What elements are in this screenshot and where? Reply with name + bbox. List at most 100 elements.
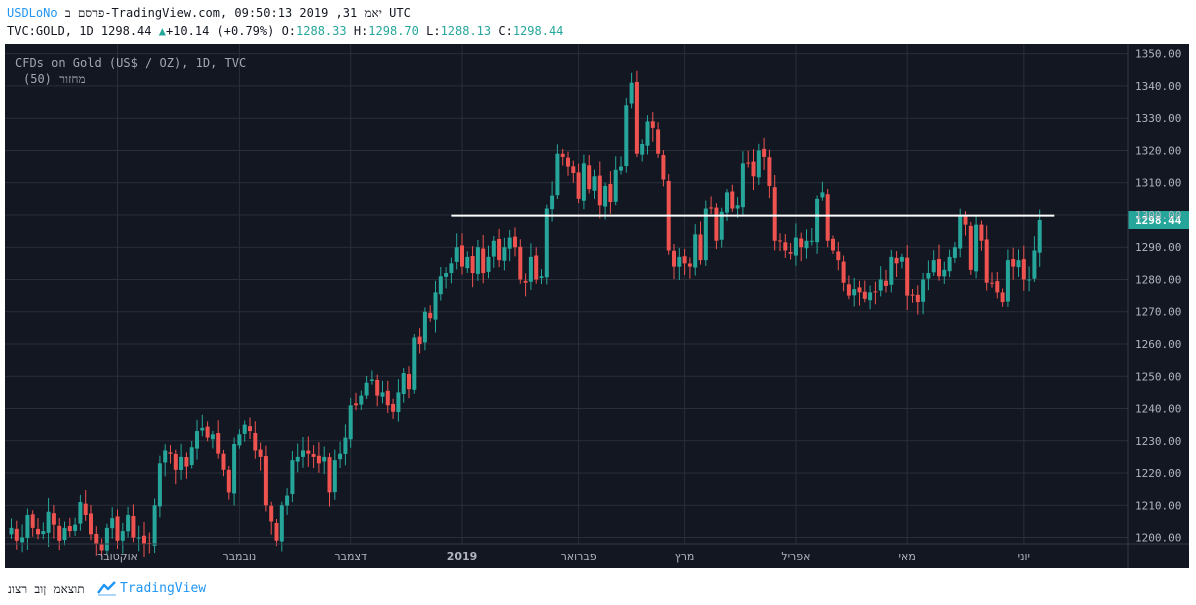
y-tick-label: 1250.00 [1135,370,1181,383]
candle-body [990,282,994,284]
candle-body [995,281,1000,293]
change-value: +10.14 (+0.79%) [165,24,275,38]
close-value: 1298.44 [512,24,564,38]
candle-body [709,207,714,209]
candle-body [274,523,279,541]
x-tick-label: דצמבר [334,550,367,563]
candle-body [184,457,189,467]
candle-body [740,163,745,208]
candle-body [698,234,703,261]
y-tick-label: 1340.00 [1135,80,1181,93]
candle-body [290,460,295,495]
candle-body [62,527,67,541]
candle-body [237,434,242,446]
candle-body [449,263,454,274]
candle-body [465,256,470,269]
candle-body [25,514,30,538]
candlestick-chart[interactable]: 1298.44 1200.00 1210.00 1220.00 1230.00 1240… [5,44,1189,568]
candle-body [115,516,120,541]
candle-body [454,247,459,262]
chart-panel[interactable]: 1298.44 1200.00 1210.00 1220.00 1230.00 1240… [5,44,1189,568]
candle-body [1032,250,1037,279]
y-tick-label: 1200.00 [1135,532,1181,545]
candle-body [152,505,157,546]
candle-body [316,455,321,464]
candle-body [1037,220,1042,253]
candle-body [619,166,623,171]
y-tick-label: 1210.00 [1135,499,1181,512]
y-tick-label: 1270.00 [1135,306,1181,319]
candle-body [868,292,873,301]
candle-body [958,214,963,249]
candle-body [110,518,115,529]
candle-body [555,153,560,196]
candle-body [460,245,464,267]
candle-body [51,513,56,525]
candle-body [597,175,602,206]
author-link[interactable]: USDLoNo [7,6,58,20]
y-tick-label: 1330.00 [1135,112,1181,125]
candle-body [544,208,549,278]
candle-body [36,528,40,535]
candle-body [475,247,480,274]
chart-header: USDLoNo פרסם ב-TradingView.com, יאמ 31, … [0,0,1196,44]
candle-body [136,537,141,539]
candle-body [30,514,35,528]
candle-body [772,187,777,241]
candle-body [799,238,804,248]
candle-body [857,287,862,293]
candle-body [481,248,486,274]
grid-lines [5,44,1128,544]
candle-body [687,263,692,267]
publish-info: USDLoNo פרסם ב-TradingView.com, יאמ 31, … [7,6,411,21]
candle-body [539,276,544,278]
candle-body [322,456,327,462]
candle-body [205,426,210,438]
candle-body [640,144,645,155]
candle-body [735,205,740,209]
candle-body [1016,260,1021,268]
tradingview-brand[interactable]: TradingView [120,581,207,596]
candle-body [497,238,502,261]
candle-body [608,184,613,203]
candle-body [719,211,724,240]
candle-body [210,434,215,440]
candles [9,70,1042,557]
candle-body [534,255,539,280]
candle-body [592,176,597,191]
axes: 1200.00 1210.00 1220.00 1230.00 1240.00 1250.… [5,44,1189,568]
candle-body [656,129,661,154]
candle-body [634,82,639,154]
candle-body [603,185,608,207]
candle-body [306,450,311,454]
candle-body [142,535,146,544]
candle-body [703,208,708,261]
y-tick-label: 1310.00 [1135,177,1181,190]
candle-body [952,247,957,258]
low-label: L: [426,24,441,38]
candle-body [179,456,184,470]
candle-body [762,148,767,157]
footer-text: תוצאמ ןוב רצונ [8,582,85,596]
tradingview-logo-icon [97,581,116,596]
candle-body [359,395,364,405]
candle-body [73,524,78,531]
candle-body [921,279,926,302]
candle-body [301,450,305,457]
x-tick-label: פברואר [561,550,597,563]
candle-body [836,251,841,261]
y-tick-label: 1260.00 [1135,338,1181,351]
x-tick-label: 2019 [447,550,478,563]
candle-body [682,256,687,264]
candle-body [78,502,83,524]
high-label: H: [353,24,369,38]
x-tick-label: מאי [899,550,916,563]
candle-body [815,198,820,243]
open-value: 1288.33 [296,24,347,38]
symbol-label: TVC:GOLD, 1D 1298.44 [7,24,152,38]
candle-body [195,431,199,449]
candle-body [576,172,581,199]
candle-body [369,379,374,381]
candle-body [746,162,751,164]
candle-body [279,505,284,542]
